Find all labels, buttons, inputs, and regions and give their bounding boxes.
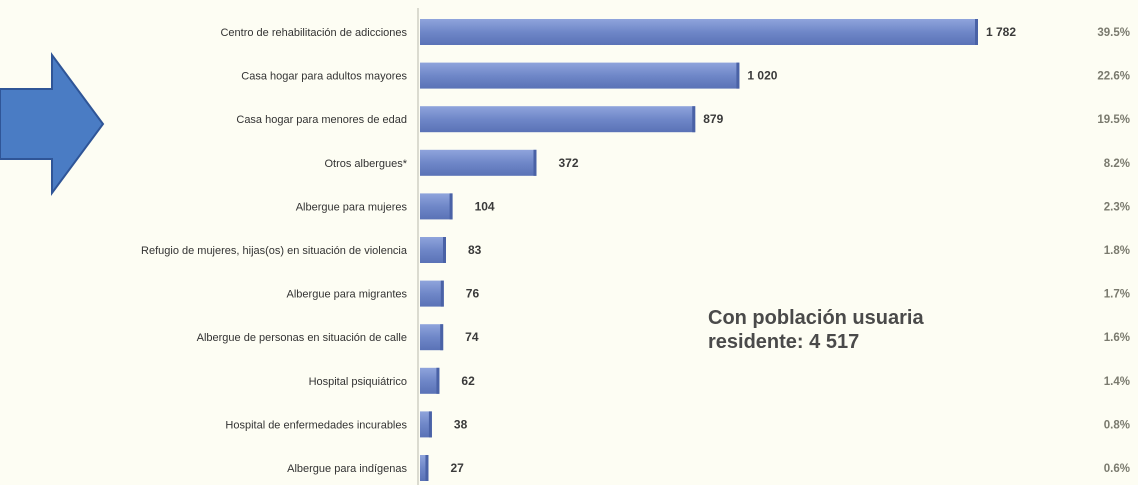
bar [420,455,429,481]
bar-end-cap [440,280,444,307]
percentage-label: 22.6% [1097,71,1130,83]
value-label: 104 [475,199,495,213]
bar-end-cap [440,324,444,351]
category-label: Refugio de mujeres, hijas(os) en situaci… [141,245,408,257]
bar [420,62,740,89]
percentage-label: 1.6% [1104,332,1130,344]
total-annotation: Con población usuaria residente: 4 517 [708,306,1008,354]
value-label: 1 020 [747,69,777,83]
value-label: 879 [703,112,723,126]
bar-end-cap [975,19,978,45]
value-label: 74 [465,330,479,344]
bar [420,237,446,263]
percentage-label: 1.7% [1104,289,1130,301]
category-label: Hospital de enfermedades incurables [225,419,407,431]
percentage-label: 1.8% [1104,245,1130,257]
category-label: Albergue para migrantes [287,289,408,301]
category-label: Casa hogar para menores de edad [236,114,407,126]
bar-end-cap [533,149,537,176]
bar [420,106,696,133]
bar [420,411,432,438]
value-label: 83 [468,243,482,257]
bar [420,19,978,45]
bar-end-cap [428,411,432,438]
value-label: 27 [450,461,464,475]
category-label: Otros albergues* [324,158,407,170]
category-label: Albergue de personas en situación de cal… [197,332,407,344]
bar-end-cap [449,193,453,220]
bar [420,324,444,351]
percentage-label: 39.5% [1097,27,1130,39]
value-label: 372 [558,156,578,170]
value-label: 1 782 [986,25,1016,39]
bar-end-cap [425,455,429,481]
percentage-label: 0.6% [1104,463,1130,475]
category-label: Albergue para indígenas [287,463,407,475]
bar-end-cap [436,367,440,394]
percentage-label: 8.2% [1104,158,1130,170]
bar [420,149,537,176]
bars-group: Centro de rehabilitación de adicciones 1 … [141,19,1130,481]
value-label: 76 [466,287,480,301]
bar [420,367,440,394]
percentage-label: 2.3% [1104,201,1130,213]
annotation-line-2: residente: 4 517 [708,331,860,353]
category-label: Hospital psiquiátrico [309,376,407,388]
bar [420,280,444,307]
bar [420,193,453,220]
right-arrow-icon [0,51,105,197]
bar-end-cap [692,106,696,133]
category-label: Casa hogar para adultos mayores [241,71,407,83]
bar-end-cap [736,62,740,89]
category-label: Centro de rehabilitación de adicciones [220,27,407,39]
category-label: Albergue para mujeres [296,201,408,213]
value-label: 38 [454,417,468,431]
value-label: 62 [461,374,475,388]
percentage-label: 1.4% [1104,376,1130,388]
percentage-label: 19.5% [1097,114,1130,126]
annotation-line-1: Con población usuaria [708,307,924,329]
bar-end-cap [442,237,446,263]
percentage-label: 0.8% [1104,419,1130,431]
